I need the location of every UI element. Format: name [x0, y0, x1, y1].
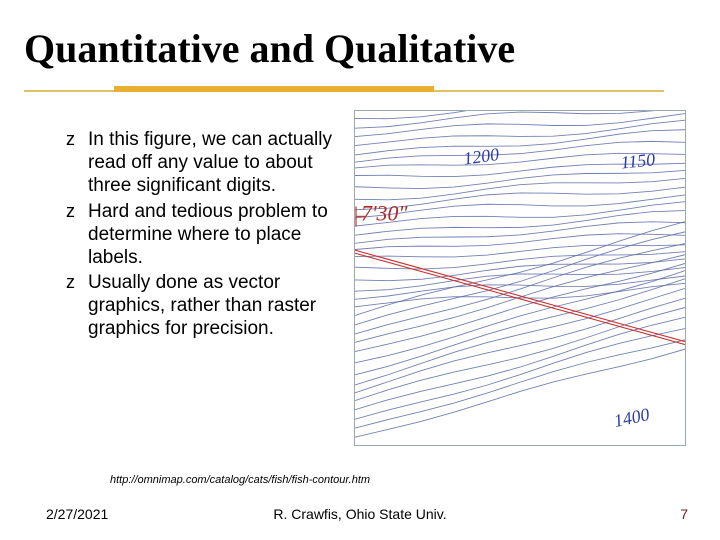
svg-text:1150: 1150: [620, 149, 656, 172]
title-underline: [24, 86, 664, 96]
contour-figure: 7'30"120011501400: [354, 110, 686, 446]
contour-svg: 7'30"120011501400: [355, 111, 685, 445]
source-url: http://omnimap.com/catalog/cats/fish/fis…: [110, 474, 370, 486]
svg-text:7'30": 7'30": [361, 201, 408, 225]
bullet-glyph: z: [66, 200, 80, 223]
bullet-text: Usually done as vector graphics, rather …: [88, 271, 336, 341]
page-number: 7: [680, 506, 688, 522]
bullet-glyph: z: [66, 271, 80, 294]
bullet-text: Hard and tedious problem to determine wh…: [88, 200, 336, 270]
bullet-text: In this figure, we can actually read off…: [88, 128, 336, 198]
page-title: Quantitative and Qualitative: [24, 28, 696, 70]
bullet-list: z In this figure, we can actually read o…: [66, 128, 336, 343]
footer-author: R. Crawfis, Ohio State Univ.: [0, 506, 720, 522]
list-item: z In this figure, we can actually read o…: [66, 128, 336, 198]
list-item: z Hard and tedious problem to determine …: [66, 200, 336, 270]
bullet-glyph: z: [66, 128, 80, 151]
list-item: z Usually done as vector graphics, rathe…: [66, 271, 336, 341]
